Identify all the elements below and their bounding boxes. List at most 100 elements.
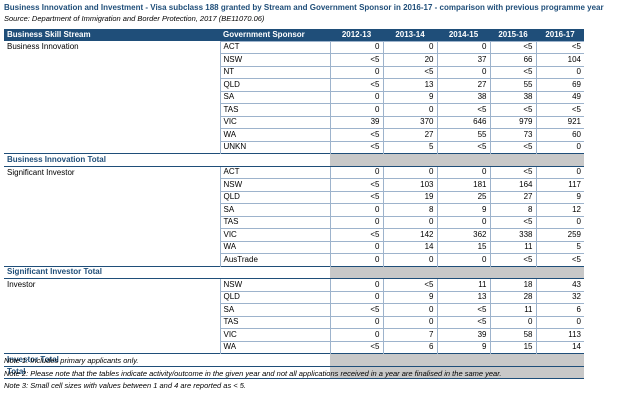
value-cell: 0 xyxy=(436,253,490,266)
stream-cell xyxy=(4,91,220,104)
empty-cell xyxy=(536,153,584,167)
total-label: Total xyxy=(4,365,330,379)
value-cell: <5 xyxy=(329,228,383,241)
empty-cell xyxy=(437,265,490,279)
sponsor-cell: NT xyxy=(219,65,330,79)
value-cell: 0 xyxy=(329,253,383,266)
value-cell: <5 xyxy=(329,140,383,154)
data-row: AusTrade 0 0 0 <5 <5 xyxy=(4,253,584,266)
value-cell: 39 xyxy=(329,115,383,129)
stream-cell xyxy=(4,316,220,329)
value-cell: 104 xyxy=(535,53,584,66)
sponsor-cell: VIC xyxy=(219,228,330,241)
value-cell: 0 xyxy=(329,240,383,254)
total-label: Significant Investor Total xyxy=(4,265,330,279)
sponsor-cell: ACT xyxy=(219,165,330,179)
value-cell: 370 xyxy=(382,115,437,129)
value-cell: 5 xyxy=(535,240,584,254)
value-cell: 32 xyxy=(535,290,584,304)
sponsor-cell: SA xyxy=(219,303,330,316)
value-cell: 13 xyxy=(382,78,437,91)
column-header: 2013-14 xyxy=(383,29,437,41)
stream-cell xyxy=(4,291,220,304)
stream-cell xyxy=(4,341,220,354)
value-cell: 55 xyxy=(436,128,490,141)
value-cell: 646 xyxy=(436,115,490,129)
value-cell: 11 xyxy=(436,278,490,291)
value-cell: 13 xyxy=(436,290,490,304)
value-cell: 0 xyxy=(382,215,437,229)
value-cell: 0 xyxy=(382,303,437,316)
value-cell: <5 xyxy=(329,178,383,191)
data-row: VIC <5 142 362 338 259 xyxy=(4,228,584,242)
value-cell: 55 xyxy=(489,78,536,91)
empty-cell xyxy=(490,153,536,167)
value-cell: <5 xyxy=(436,303,490,316)
value-cell: <5 xyxy=(329,128,383,141)
value-cell: 0 xyxy=(329,103,383,116)
value-cell: 27 xyxy=(436,78,490,91)
data-row: VIC 39 370 646 979 921 xyxy=(4,115,584,129)
column-header: 2014-15 xyxy=(437,29,490,41)
stream-cell: Investor xyxy=(7,280,36,289)
data-table: Business Skill Stream Government Sponsor 2… xyxy=(4,29,584,379)
empty-cell xyxy=(383,265,437,279)
value-cell: 0 xyxy=(329,290,383,304)
value-cell: <5 xyxy=(489,140,536,154)
stream-cell xyxy=(4,229,220,242)
table-body: Business Innovation ACT 0 0 0 <5 <5 NSW <5 20 37 66… xyxy=(4,40,584,379)
value-cell: 15 xyxy=(436,240,490,254)
data-row: Investor NSW 0 <5 11 18 43 xyxy=(4,278,584,291)
stream-cell: Business Innovation xyxy=(7,42,79,52)
value-cell: 9 xyxy=(382,290,437,304)
value-cell: 6 xyxy=(382,340,437,354)
sponsor-cell: UNKN xyxy=(219,140,330,154)
sponsor-cell: TAS xyxy=(219,315,330,329)
empty-cell xyxy=(437,365,490,379)
value-cell: 0 xyxy=(436,165,490,179)
value-cell: 15 xyxy=(489,340,536,354)
value-cell: 5 xyxy=(382,140,437,154)
data-row: TAS 0 0 <5 <5 <5 xyxy=(4,103,584,116)
value-cell: 0 xyxy=(329,165,383,179)
value-cell: 19 xyxy=(382,190,437,204)
value-cell: 0 xyxy=(535,65,584,79)
sponsor-cell: QLD xyxy=(219,190,330,204)
empty-cell xyxy=(330,265,383,279)
value-cell: 117 xyxy=(535,178,584,191)
stream-cell xyxy=(4,204,220,217)
total-label: Business Innovation Total xyxy=(4,153,330,167)
value-cell: 0 xyxy=(329,278,383,291)
data-row: TAS 0 0 0 <5 0 xyxy=(4,215,584,229)
sponsor-cell: SA xyxy=(219,203,330,216)
value-cell: 0 xyxy=(329,203,383,216)
value-cell: <5 xyxy=(329,340,383,354)
value-cell: 11 xyxy=(489,303,536,316)
value-cell: 979 xyxy=(489,115,536,129)
data-row: SA 0 9 38 38 49 xyxy=(4,90,584,104)
sponsor-cell: ACT xyxy=(219,40,330,54)
value-cell: 39 xyxy=(436,328,490,341)
value-cell: <5 xyxy=(329,303,383,316)
sponsor-cell: TAS xyxy=(219,103,330,116)
value-cell: 0 xyxy=(329,328,383,341)
value-cell: 27 xyxy=(382,128,437,141)
data-row: SA <5 0 <5 11 6 xyxy=(4,303,584,316)
value-cell: 28 xyxy=(489,290,536,304)
data-row: QLD <5 13 27 55 69 xyxy=(4,78,584,91)
value-cell: 164 xyxy=(489,178,536,191)
stream-cell xyxy=(4,241,220,254)
value-cell: <5 xyxy=(489,65,536,79)
total-row: Investor Total xyxy=(4,353,584,367)
value-cell: 0 xyxy=(535,165,584,179)
sponsor-cell: WA xyxy=(219,340,330,354)
empty-cell xyxy=(383,153,437,167)
note: Note 1: Includes primary applicants only… xyxy=(4,356,139,365)
note: Note 3: Small cell sizes with values bet… xyxy=(4,381,247,390)
value-cell: 338 xyxy=(489,228,536,241)
sponsor-cell: VIC xyxy=(219,115,330,129)
data-row: WA <5 27 55 73 60 xyxy=(4,128,584,141)
sponsor-cell: NSW xyxy=(219,278,330,291)
value-cell: 0 xyxy=(382,165,437,179)
sponsor-cell: WA xyxy=(219,240,330,254)
